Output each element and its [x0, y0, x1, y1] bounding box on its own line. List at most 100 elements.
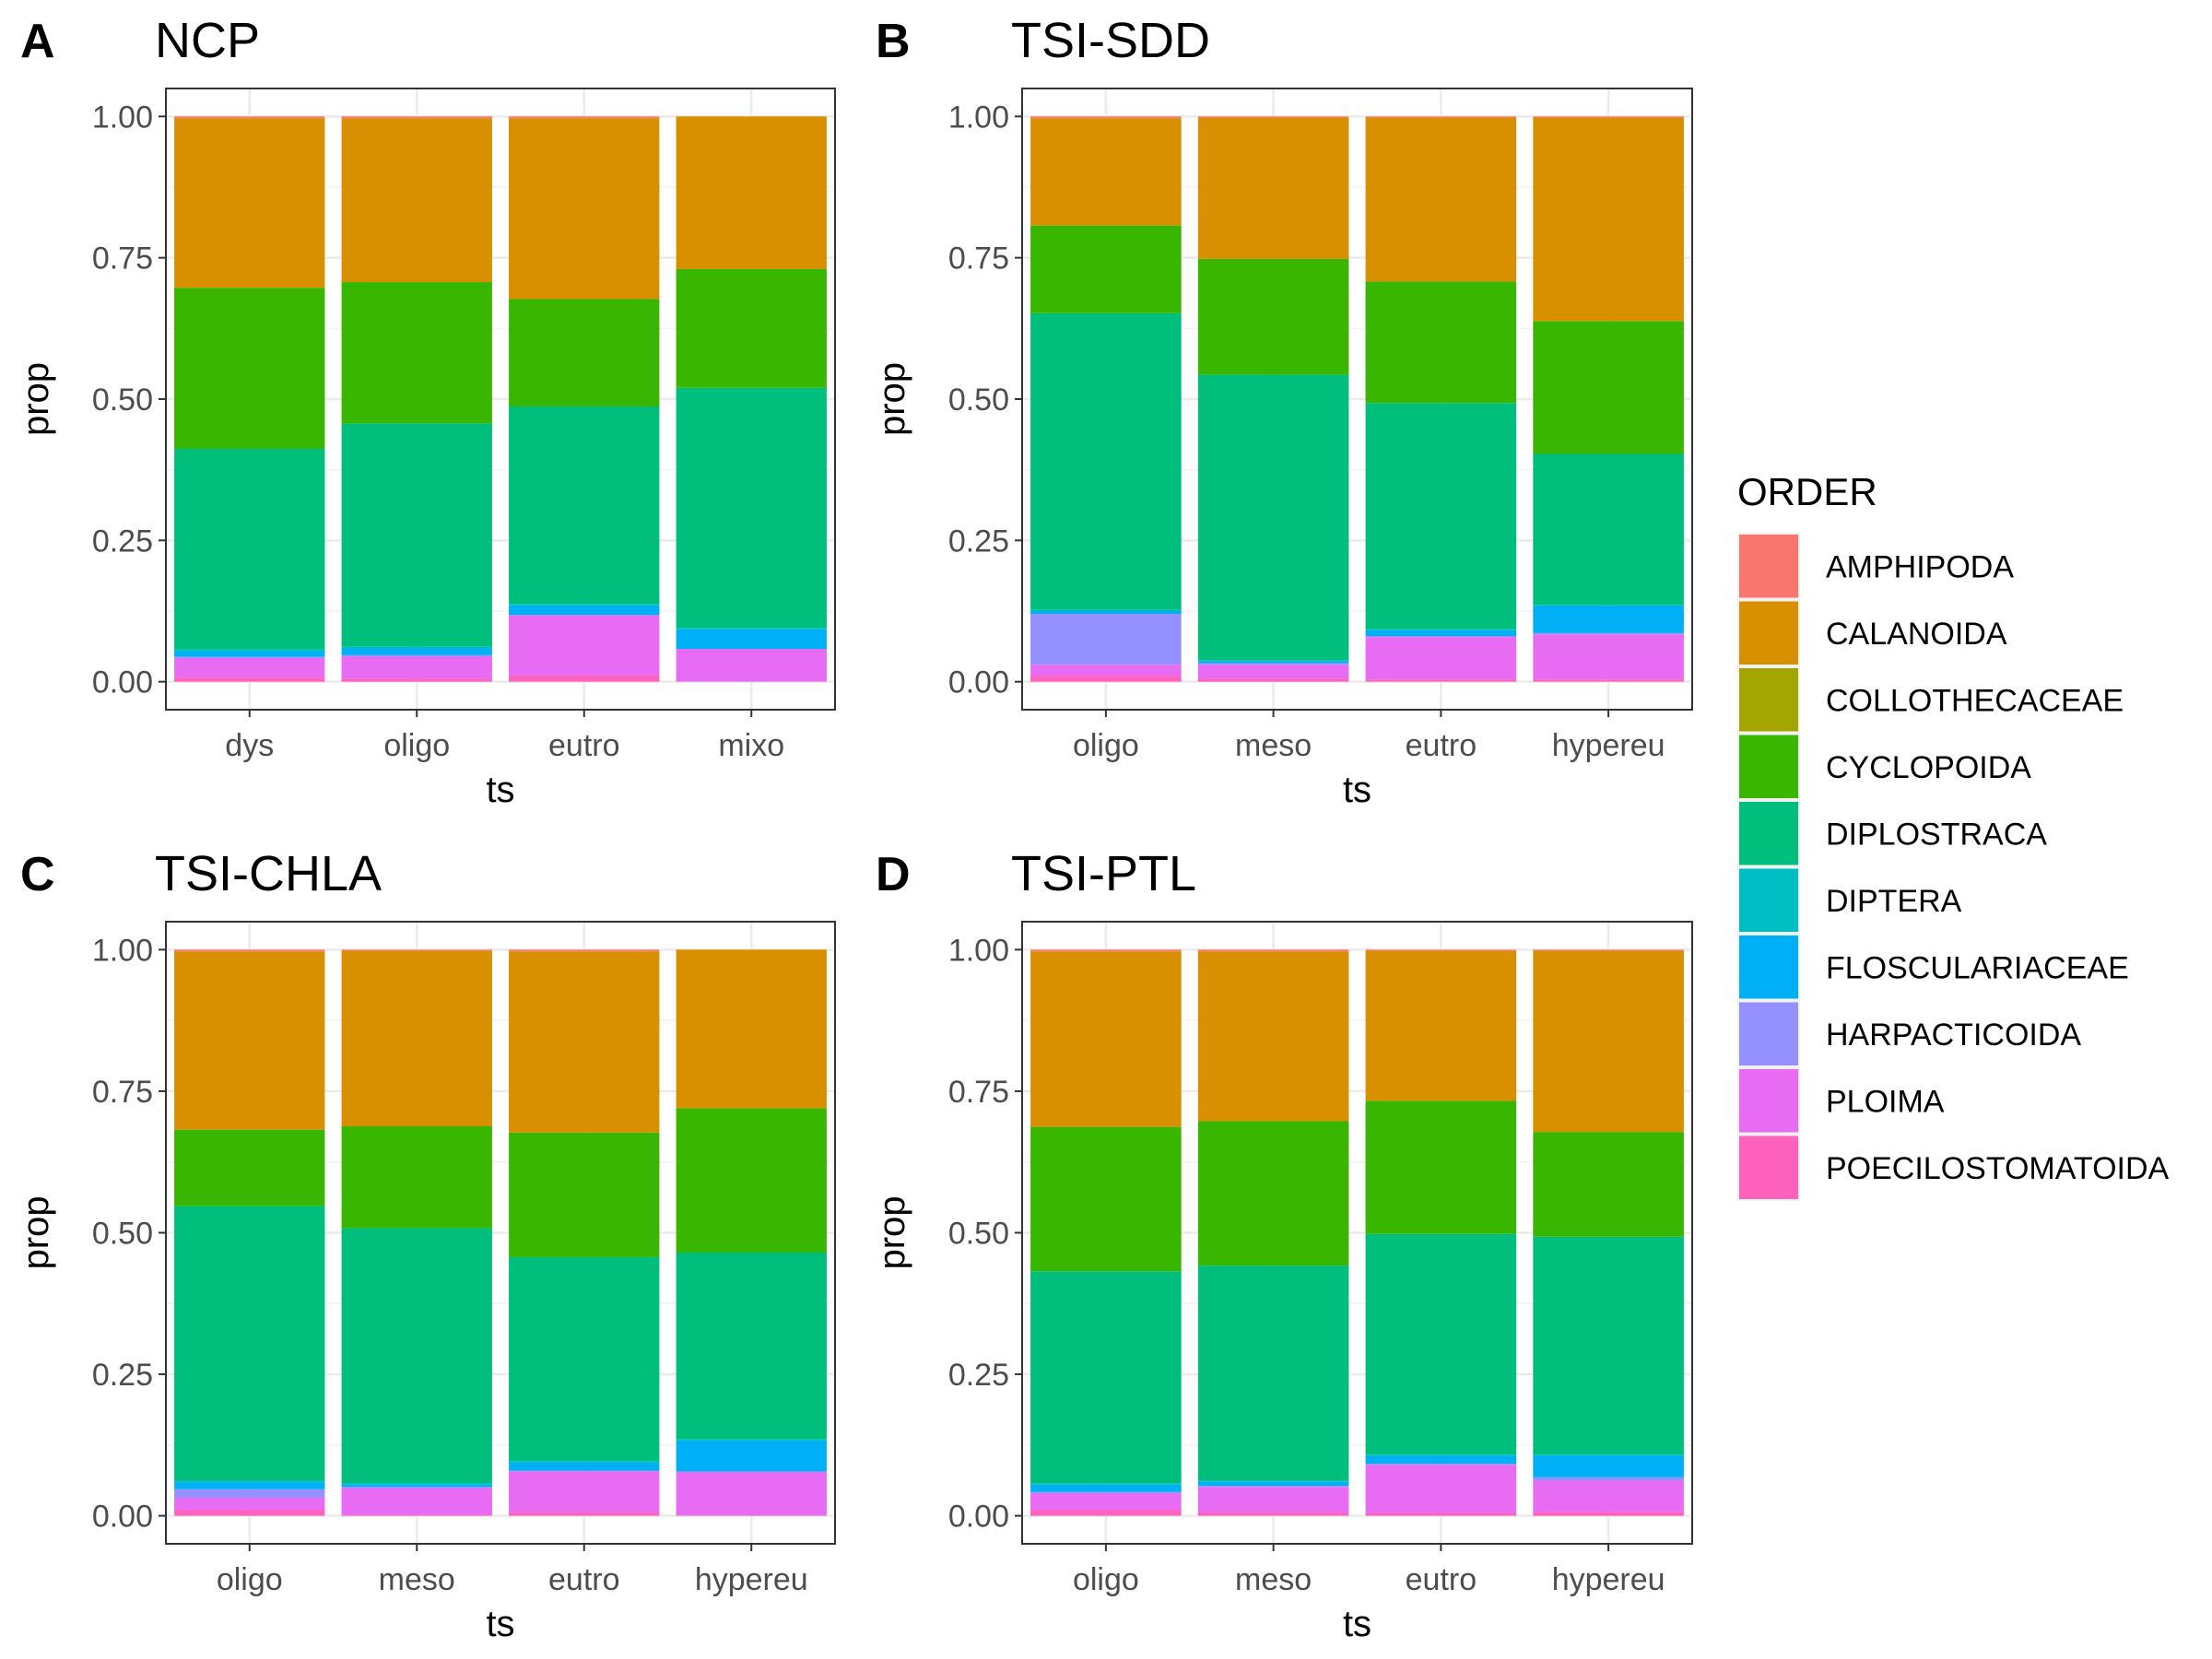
bar-segment-flosculariaceae-meso: [341, 1484, 492, 1488]
bar-segment-diplostraca-hypereu: [1533, 453, 1684, 606]
panel-title: TSI-PTL: [1011, 846, 1196, 901]
legend-key-swatch: [1739, 1135, 1798, 1199]
y-tick-label: 0.25: [92, 1358, 153, 1393]
bar-segment-poecilostomatoida-oligo: [1030, 676, 1182, 682]
y-tick-label: 0.50: [92, 1217, 153, 1252]
y-tick-label: 0.25: [92, 524, 153, 559]
bar-segment-cyclopoida-oligo: [1030, 1126, 1182, 1272]
bar-segment-diptera-oligo: [174, 1480, 325, 1483]
bar-segment-diplostraca-eutro: [509, 406, 660, 605]
bar-segment-calanoida-meso: [341, 950, 492, 1127]
bar-segment-flosculariaceae-eutro: [509, 1462, 660, 1471]
x-tick-label: eutro: [548, 1562, 620, 1597]
bar-segment-ploima-eutro: [1365, 1465, 1517, 1513]
bar-segment-flosculariaceae-hypereu: [1533, 1455, 1684, 1477]
bar-segment-poecilostomatoida-hypereu: [1533, 1512, 1684, 1516]
legend-key-swatch: [1739, 1002, 1798, 1065]
bar-segment-calanoida-hypereu: [676, 949, 827, 1109]
y-tick-label: 0.00: [948, 1500, 1009, 1535]
bar-segment-harpacticoida-oligo: [341, 654, 492, 657]
bar-segment-diptera-eutro: [509, 604, 660, 606]
x-tick-label: oligo: [1073, 728, 1139, 763]
bar-segment-ploima-hypereu: [676, 1471, 827, 1516]
legend-item: HARPACTICOIDA: [1737, 1000, 2081, 1067]
bar-segment-amphipoda-dys: [174, 116, 325, 119]
bar-segment-harpacticoida-eutro: [1365, 1464, 1517, 1465]
x-tick-label: dys: [225, 728, 274, 763]
bar-segment-diplostraca-meso: [1197, 1265, 1349, 1481]
bar-segment-flosculariaceae-hypereu: [676, 1440, 827, 1472]
bar-segment-flosculariaceae-mixo: [676, 629, 827, 650]
bar-segment-poecilostomatoida-eutro: [509, 675, 660, 682]
bar-segment-calanoida-hypereu: [1533, 950, 1684, 1133]
bar-segment-ploima-eutro: [509, 615, 660, 676]
bar-segment-diplostraca-eutro: [1365, 1233, 1517, 1455]
legend-key-swatch: [1739, 935, 1798, 999]
bar-segment-amphipoda-hypereu: [1533, 949, 1684, 951]
bar-segment-poecilostomatoida-oligo: [1030, 1510, 1182, 1516]
x-tick-label: mixo: [718, 728, 784, 763]
x-tick-label: oligo: [217, 1562, 283, 1597]
bar-segment-flosculariaceae-meso: [1197, 1481, 1349, 1487]
legend-item: FLOSCULARIACEAE: [1737, 934, 2129, 1001]
bar-segment-calanoida-eutro: [1365, 950, 1517, 1101]
bar-segment-ploima-mixo: [676, 649, 827, 682]
legend-key-swatch: [1739, 535, 1798, 598]
bar-segment-poecilostomatoida-eutro: [1365, 1512, 1517, 1516]
bar-segment-diptera-dys: [174, 649, 325, 652]
panel-b: B TSI-SDD 0.00 0.25 0.50 0.75 1.00 oligo meso eut…: [872, 13, 1693, 810]
bar-segment-flosculariaceae-oligo: [174, 1482, 325, 1489]
bar-segment-diptera-hypereu: [676, 1439, 827, 1441]
bar-segment-harpacticoida-oligo: [1030, 614, 1182, 665]
bar-segment-ploima-oligo: [1030, 665, 1182, 677]
bar-segment-calanoida-meso: [1197, 117, 1349, 259]
y-tick-label: 0.75: [92, 241, 153, 276]
bar-segment-diplostraca-eutro: [1365, 403, 1517, 629]
y-axis-title: prop: [872, 362, 912, 436]
bar-segment-flosculariaceae-eutro: [1365, 1455, 1517, 1465]
bar-segment-cyclopoida-meso: [1197, 258, 1349, 375]
bar-segment-cyclopoida-hypereu: [1533, 321, 1684, 454]
panel-a: A NCP 0.00 0.25 0.50 0.75 1.00 dys oligo eutro mix…: [16, 13, 836, 810]
bar-segment-ploima-meso: [1197, 1487, 1349, 1512]
bar-segment-diptera-meso: [1197, 660, 1349, 662]
bar-segment-harpacticoida-meso: [1197, 1486, 1349, 1488]
bar-segment-diplostraca-dys: [174, 448, 325, 650]
bar-segment-diplostraca-mixo: [676, 387, 827, 629]
panels: A NCP 0.00 0.25 0.50 0.75 1.00 dys oligo eutro mix…: [16, 13, 1693, 1644]
bar-segment-harpacticoida-dys: [174, 656, 325, 658]
x-tick-label: hypereu: [1552, 728, 1665, 763]
bar-segment-diptera-oligo: [1030, 609, 1182, 612]
panel-d: D TSI-PTL 0.00 0.25 0.50 0.75 1.00 oligo meso eut…: [872, 846, 1693, 1644]
bar-segment-diptera-meso: [1197, 1480, 1349, 1482]
bar-segment-ploima-oligo: [341, 656, 492, 679]
x-tick-label: eutro: [548, 728, 620, 763]
bar-segment-cyclopoida-eutro: [1365, 1100, 1517, 1234]
x-tick-label: meso: [1235, 1562, 1312, 1597]
bar-segment-amphipoda-hypereu: [1533, 116, 1684, 118]
bar-segment-flosculariaceae-hypereu: [1533, 606, 1684, 633]
bar-segment-calanoida-eutro: [1365, 117, 1517, 282]
bar-segment-poecilostomatoida-oligo: [174, 1510, 325, 1516]
bar-segment-harpacticoida-hypereu: [1533, 632, 1684, 635]
bar-segment-calanoida-oligo: [341, 118, 492, 283]
bar-segment-ploima-meso: [1197, 665, 1349, 679]
bar-segment-diptera-eutro: [1365, 1454, 1517, 1456]
panel-letter: C: [20, 848, 55, 901]
legend-key-swatch: [1739, 868, 1798, 932]
bar-segment-calanoida-hypereu: [1533, 117, 1684, 322]
y-axis-title: prop: [16, 362, 56, 436]
y-tick-label: 0.25: [948, 524, 1009, 559]
bar-segment-diptera-hypereu: [1533, 1454, 1684, 1456]
legend-item: CYCLOPOIDA: [1737, 733, 2031, 800]
bar-segment-flosculariaceae-oligo: [341, 648, 492, 655]
bar-segment-ploima-oligo: [174, 1497, 325, 1511]
bar-segment-calanoida-dys: [174, 118, 325, 288]
bar-segment-poecilostomatoida-oligo: [341, 678, 492, 682]
bar-segment-amphipoda-eutro: [1365, 116, 1517, 118]
bar-segment-poecilostomatoida-dys: [174, 677, 325, 682]
bar-segment-amphipoda-oligo: [174, 949, 325, 952]
bar-segment-calanoida-mixo: [676, 116, 827, 269]
x-axis-title: ts: [486, 1604, 514, 1644]
